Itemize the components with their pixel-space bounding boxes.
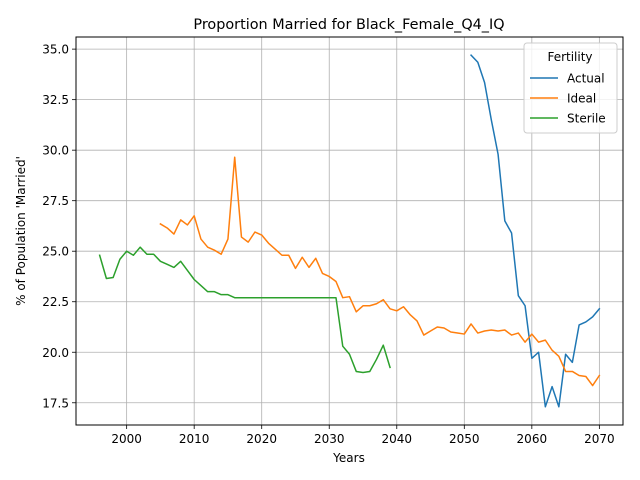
y-tick-label: 22.5 bbox=[42, 295, 69, 309]
y-tick-label: 20.0 bbox=[42, 346, 69, 360]
y-tick-label: 25.0 bbox=[42, 245, 69, 259]
x-tick-label: 2050 bbox=[449, 432, 480, 446]
x-axis-label: Years bbox=[332, 451, 365, 465]
series-line-sterile bbox=[98, 246, 391, 374]
plot-frame bbox=[75, 36, 624, 426]
x-tick-label: 2000 bbox=[111, 432, 142, 446]
y-axis-label: % of Population 'Married' bbox=[14, 156, 28, 306]
y-tick-label: 17.5 bbox=[42, 396, 69, 410]
y-tick-label: 27.5 bbox=[42, 194, 69, 208]
x-tick-label: 2020 bbox=[246, 432, 277, 446]
y-tick-label: 35.0 bbox=[42, 43, 69, 57]
plot-series bbox=[98, 54, 601, 408]
legend: Fertility Actual Ideal Sterile bbox=[523, 42, 618, 134]
y-tick-label: 32.5 bbox=[42, 93, 69, 107]
legend-box bbox=[523, 42, 618, 134]
series-line-actual bbox=[469, 54, 601, 408]
y-axis-ticks: 17.5 20.0 22.5 25.0 27.5 30.0 32.5 35.0 bbox=[42, 43, 76, 410]
legend-entries: Actual Ideal Sterile bbox=[530, 72, 606, 126]
legend-label-ideal: Ideal bbox=[567, 92, 596, 106]
y-tick-label: 30.0 bbox=[42, 144, 69, 158]
legend-label-actual: Actual bbox=[567, 72, 605, 86]
x-tick-label: 2060 bbox=[517, 432, 548, 446]
legend-label-sterile: Sterile bbox=[567, 112, 606, 126]
series-line-ideal bbox=[159, 156, 601, 387]
x-tick-label: 2030 bbox=[314, 432, 345, 446]
legend-title: Fertility bbox=[547, 50, 592, 64]
x-tick-label: 2010 bbox=[179, 432, 210, 446]
x-tick-label: 2070 bbox=[584, 432, 615, 446]
x-tick-label: 2040 bbox=[381, 432, 412, 446]
chart-title: Proportion Married for Black_Female_Q4_I… bbox=[193, 17, 504, 33]
x-axis-ticks: 2000 2010 2020 2030 2040 2050 2060 2070 bbox=[111, 425, 615, 446]
